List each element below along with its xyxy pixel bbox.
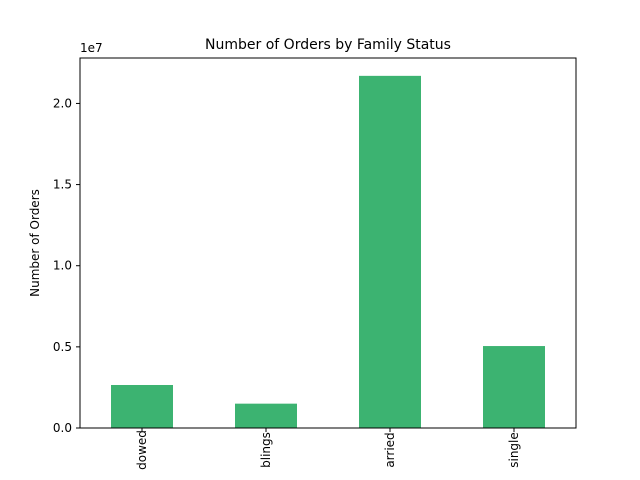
y-tick-label: 1.0: [53, 259, 72, 273]
plot-area-frame: [79, 57, 577, 429]
y-scale-note: 1e7: [80, 41, 103, 55]
bar-married: [359, 75, 421, 428]
x-tick-label: arried: [383, 432, 397, 467]
bar-widowed: [111, 384, 173, 428]
y-tick-label: 0.0: [53, 421, 72, 435]
bars-group: [111, 75, 545, 428]
y-axis-ticks: 0.0 0.5 1.0 1.5 2.0: [53, 96, 80, 435]
y-tick-label: 2.0: [53, 96, 72, 110]
x-tick-label: blings: [259, 432, 273, 468]
y-axis-label: Number of Orders: [28, 189, 42, 297]
bar-siblings: [235, 403, 297, 428]
y-tick-label: 1.5: [53, 178, 72, 192]
y-tick-label: 0.5: [53, 340, 72, 354]
bar-single: [483, 346, 545, 428]
x-axis-ticks: dowed blings arried single: [135, 428, 521, 470]
chart-title: Number of Orders by Family Status: [205, 37, 451, 53]
x-tick-label: dowed: [135, 430, 149, 470]
x-tick-label: single: [507, 432, 521, 468]
